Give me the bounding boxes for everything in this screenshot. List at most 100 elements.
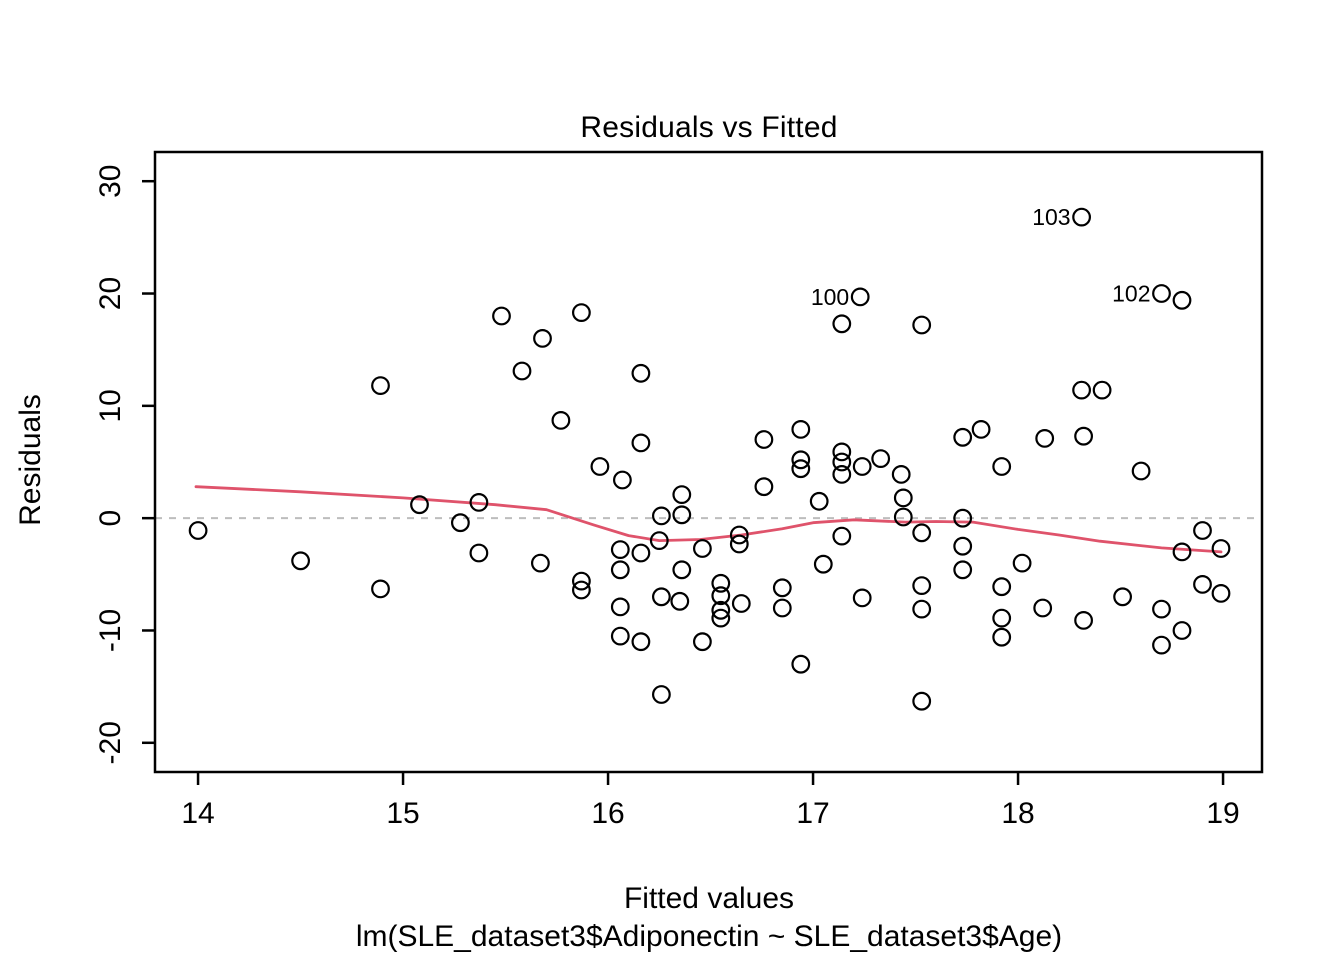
- y-tick-label: 10: [94, 389, 127, 422]
- axis-tick-labels: 14 15 16 17 18 19 -20 -10 0 10 20 30: [94, 165, 1240, 830]
- outlier-point-label: 100: [811, 284, 849, 310]
- x-tick-label: 16: [591, 797, 624, 830]
- scatter-point: [791, 450, 811, 470]
- scatter-point: [912, 315, 932, 335]
- smoother-line-path: [194, 485, 1223, 554]
- scatter-point: [590, 457, 610, 476]
- scatter-point: [610, 626, 630, 646]
- scatter-point: [1172, 290, 1192, 310]
- scatter-point: [813, 554, 833, 574]
- scatter-point: [371, 579, 390, 599]
- y-tick-label: 0: [94, 510, 127, 527]
- x-axis-model-sublabel: lm(SLE_dataset3$Adiponectin ~ SLE_datase…: [355, 920, 1063, 953]
- scatter-point: [912, 599, 932, 619]
- scatter-point: [572, 303, 591, 323]
- scatter-point: [1211, 584, 1231, 603]
- scatter-point: [469, 493, 489, 512]
- scatter-point: [1152, 599, 1171, 619]
- scatter-point: [953, 508, 973, 528]
- scatter-point: [631, 543, 651, 563]
- scatter-point: [1113, 587, 1132, 607]
- scatter-point: [992, 457, 1012, 476]
- scatter-point: [371, 376, 390, 396]
- scatter-point: [451, 513, 470, 533]
- scatter-point: [711, 586, 731, 606]
- x-tick-label: 15: [386, 797, 419, 830]
- scatter-point: [1131, 461, 1151, 481]
- scatter-point: [652, 685, 671, 704]
- scatter-point: [729, 525, 749, 545]
- scatter-point: [953, 536, 973, 556]
- scatter-point: [791, 654, 811, 674]
- scatter-point: [891, 465, 911, 484]
- scatter-point: [791, 420, 811, 439]
- scatter-point: [871, 449, 891, 469]
- scatter-point: [754, 477, 774, 497]
- scatter-point: [1092, 380, 1112, 400]
- scatter-point: [410, 495, 429, 515]
- scatter-point: [754, 430, 774, 449]
- x-tick-label: 18: [1001, 797, 1034, 830]
- outlier-point-labels: 100 102 103: [811, 204, 1151, 310]
- scatter-point: [953, 427, 973, 447]
- x-axis-label: Fitted values: [623, 882, 795, 915]
- scatter-point: [693, 539, 712, 558]
- scatter-points: [188, 207, 1231, 711]
- scatter-point: [912, 576, 932, 595]
- plot-box: [153, 150, 1264, 774]
- scatter-point: [912, 691, 932, 711]
- scatter-point: [572, 571, 591, 591]
- x-tick-label: 19: [1206, 797, 1239, 830]
- scatter-point: [1152, 284, 1171, 303]
- scatter-point: [693, 632, 712, 652]
- scatter-point: [551, 411, 571, 430]
- scatter-point: [1172, 621, 1192, 640]
- scatter-point: [291, 551, 311, 571]
- scatter-point: [992, 577, 1012, 597]
- scatter-point: [1072, 380, 1091, 400]
- scatter-point: [852, 588, 872, 608]
- y-axis-label: Residuals: [14, 394, 47, 526]
- scatter-point: [1152, 635, 1171, 655]
- scatter-point: [533, 329, 552, 348]
- scatter-point: [772, 578, 792, 598]
- y-tick-label: 20: [94, 277, 127, 310]
- scatter-point: [670, 591, 690, 611]
- scatter-point: [613, 470, 632, 490]
- scatter-point: [992, 608, 1012, 628]
- scatter-point: [832, 314, 852, 334]
- axis-ticks: [142, 179, 1225, 785]
- scatter-point: [731, 594, 751, 613]
- scatter-point: [469, 543, 489, 563]
- smoother-line: [194, 485, 1223, 554]
- scatter-point: [893, 507, 913, 527]
- scatter-point: [711, 600, 731, 620]
- scatter-point: [1193, 575, 1212, 594]
- x-tick-label: 17: [796, 797, 829, 830]
- scatter-point: [1074, 611, 1093, 630]
- scatter-point: [850, 287, 870, 307]
- scatter-point: [188, 521, 208, 540]
- scatter-point: [631, 433, 651, 453]
- scatter-point: [672, 505, 692, 525]
- scatter-point: [953, 560, 973, 580]
- scatter-point: [649, 531, 669, 550]
- scatter-point: [772, 598, 792, 618]
- scatter-point: [672, 485, 692, 505]
- chart-title: Residuals vs Fitted: [580, 111, 838, 144]
- scatter-point: [912, 523, 932, 543]
- y-tick-label: 30: [94, 165, 127, 198]
- scatter-point: [971, 420, 991, 439]
- scatter-point: [652, 506, 671, 526]
- scatter-point: [1074, 426, 1093, 446]
- scatter-point: [893, 488, 913, 508]
- scatter-point: [631, 632, 651, 652]
- scatter-point: [832, 465, 852, 484]
- scatter-point: [729, 534, 749, 554]
- x-tick-label: 14: [181, 797, 214, 830]
- scatter-point: [1012, 553, 1032, 573]
- scatter-point: [1211, 539, 1231, 558]
- scatter-point: [610, 560, 630, 580]
